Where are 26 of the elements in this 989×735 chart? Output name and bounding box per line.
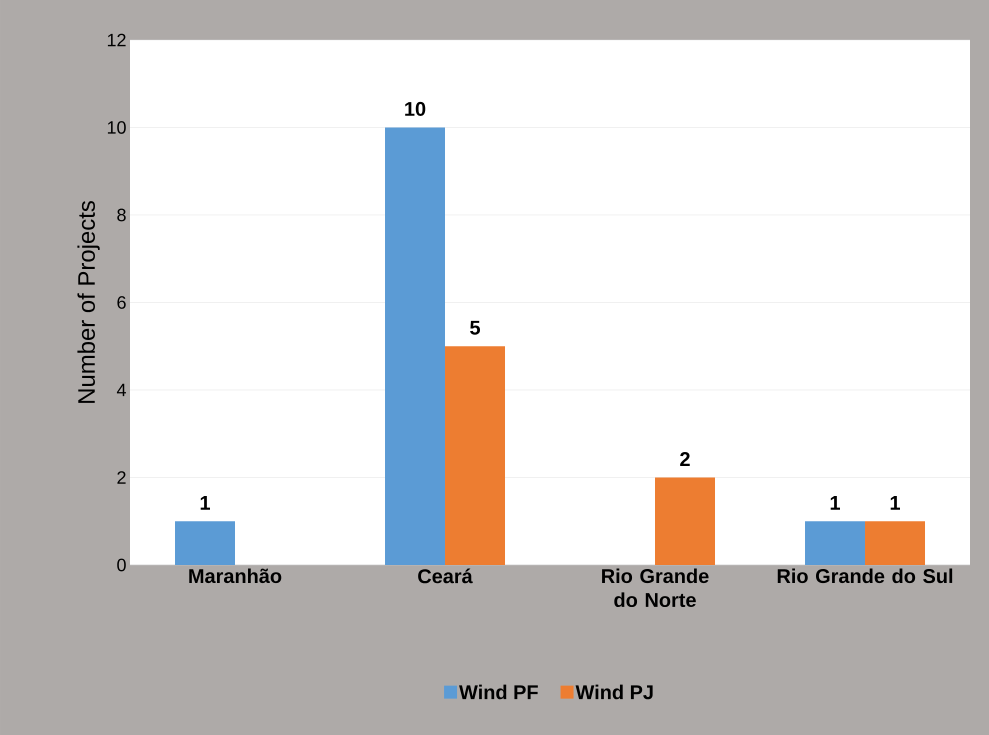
x-tick-label: Rio Grande do Sul — [778, 568, 952, 584]
bar — [175, 521, 236, 565]
y-axis-title: Number of Projects — [77, 201, 100, 403]
bar — [445, 346, 506, 565]
bar — [655, 477, 716, 565]
bar — [805, 521, 866, 565]
legend-label: Wind PF — [459, 684, 538, 700]
y-tick-label: 12 — [108, 34, 126, 46]
data-label: 1 — [200, 496, 210, 510]
y-tick-label: 6 — [117, 296, 126, 309]
data-label: 10 — [405, 102, 426, 116]
y-tick-label: 8 — [117, 208, 126, 222]
x-tick-label: Ceará — [418, 568, 473, 584]
bar — [865, 521, 926, 565]
x-tick-label: Maranhão — [189, 568, 282, 584]
x-tick-label: Rio Grande do Norte — [602, 568, 709, 608]
legend-label: Wind PJ — [576, 684, 653, 700]
data-label: 1 — [830, 496, 840, 510]
y-tick-label: 10 — [108, 121, 126, 134]
data-label: 5 — [470, 320, 480, 335]
data-label: 1 — [890, 496, 900, 510]
y-tick-label: 4 — [116, 384, 126, 396]
y-tick-label: 0 — [117, 558, 126, 572]
y-tick-label: 2 — [117, 471, 126, 484]
bar — [385, 127, 446, 565]
data-label: 2 — [680, 452, 690, 466]
